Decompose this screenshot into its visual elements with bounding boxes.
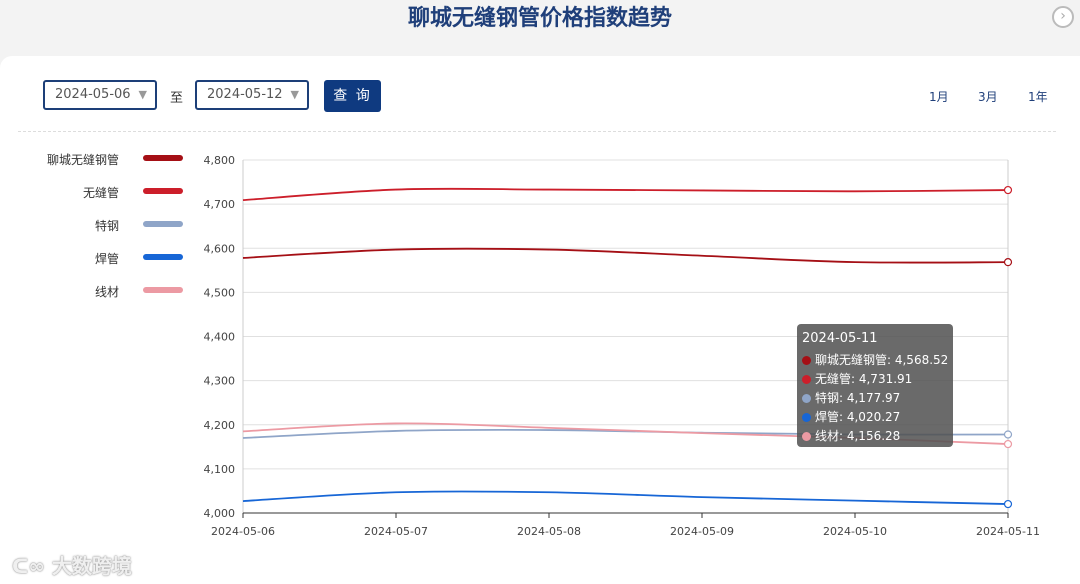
- y-tick-label: 4,700: [204, 198, 236, 211]
- tooltip-dot: [802, 394, 811, 403]
- legend-item[interactable]: 特钢: [0, 215, 185, 235]
- tooltip-row: 焊管: 4,020.27: [802, 408, 900, 426]
- x-tick-label: 2024-05-08: [517, 525, 581, 538]
- series-line: [242, 187, 1009, 202]
- tooltip-value: 聊城无缝钢管: 4,568.52: [815, 353, 949, 367]
- y-tick-label: 4,600: [204, 242, 236, 255]
- legend-label: 线材: [94, 285, 119, 299]
- tooltip-row: 无缝管: 4,731.91: [802, 370, 912, 388]
- chart-tooltip: 2024-05-11 聊城无缝钢管: 4,568.52 无缝管: 4,731.91…: [797, 324, 953, 447]
- tooltip-row: 特钢: 4,177.97: [802, 389, 900, 407]
- range-3-months[interactable]: 3月: [978, 90, 998, 104]
- tooltip-value: 线材: 4,156.28: [815, 429, 901, 443]
- x-tick-label: 2024-05-07: [364, 525, 428, 538]
- end-date-select[interactable]: 2024-05-12 ▼: [195, 80, 309, 110]
- query-button[interactable]: 查 询: [324, 80, 381, 112]
- tooltip-dot: [802, 356, 811, 365]
- legend-item[interactable]: 线材: [0, 281, 185, 301]
- y-tick-label: 4,100: [204, 463, 236, 476]
- tooltip-dot: [802, 413, 811, 422]
- x-tick-label: 2024-05-11: [976, 525, 1040, 538]
- range-1-year[interactable]: 1年: [1028, 90, 1048, 104]
- tooltip-dot: [802, 432, 811, 441]
- legend-label: 无缝管: [82, 186, 119, 200]
- legend-swatch: [143, 188, 183, 194]
- x-tick-label: 2024-05-10: [823, 525, 887, 538]
- series-point: [1003, 499, 1013, 509]
- series-line: [242, 490, 1009, 505]
- watermark-logo: ᑕ∞ 大数跨境: [12, 554, 132, 578]
- legend-swatch: [143, 254, 183, 260]
- legend-label: 特钢: [94, 219, 119, 233]
- tooltip-row: 聊城无缝钢管: 4,568.52: [802, 351, 948, 369]
- range-1-month[interactable]: 1月: [929, 90, 949, 104]
- legend-item[interactable]: 无缝管: [0, 182, 185, 202]
- y-tick-label: 4,500: [204, 286, 236, 299]
- end-date-value: 2024-05-12: [207, 87, 283, 102]
- legend-swatch: [143, 221, 183, 227]
- page-title: 聊城无缝钢管价格指数趋势: [407, 6, 672, 31]
- start-date-select[interactable]: 2024-05-06 ▼: [43, 80, 157, 110]
- legend-item[interactable]: 聊城无缝钢管: [0, 149, 185, 169]
- series-point: [1003, 430, 1013, 439]
- y-tick-label: 4,800: [204, 154, 236, 167]
- y-tick-label: 4,300: [204, 375, 236, 388]
- legend-swatch: [143, 155, 183, 161]
- y-tick-label: 4,400: [204, 331, 236, 344]
- x-tick-label: 2024-05-06: [211, 525, 275, 538]
- tooltip-value: 焊管: 4,020.27: [815, 410, 901, 424]
- series-point: [1003, 439, 1013, 449]
- tooltip-row: 线材: 4,156.28: [802, 427, 900, 445]
- tooltip-value: 无缝管: 4,731.91: [815, 372, 913, 386]
- y-tick-label: 4,200: [204, 419, 236, 432]
- dropdown-arrow-icon: ▼: [290, 88, 299, 101]
- start-date-value: 2024-05-06: [55, 87, 131, 102]
- dropdown-arrow-icon: ▼: [138, 88, 147, 101]
- divider: [18, 131, 1056, 132]
- tooltip-date: 2024-05-11: [802, 331, 878, 346]
- series-point: [1003, 185, 1013, 195]
- series-line: [242, 247, 1009, 264]
- tooltip-dot: [802, 375, 811, 384]
- legend-label: 焊管: [94, 252, 119, 266]
- date-separator: 至: [170, 91, 184, 106]
- legend-item[interactable]: 焊管: [0, 248, 185, 268]
- chevron-right-icon[interactable]: ›: [1052, 6, 1074, 28]
- legend-swatch: [143, 287, 183, 293]
- legend-label: 聊城无缝钢管: [46, 153, 119, 167]
- x-tick-label: 2024-05-09: [670, 525, 734, 538]
- y-tick-label: 4,000: [204, 507, 236, 520]
- tooltip-value: 特钢: 4,177.97: [815, 391, 901, 405]
- series-point: [1003, 258, 1013, 267]
- chart-panel: [0, 56, 1080, 584]
